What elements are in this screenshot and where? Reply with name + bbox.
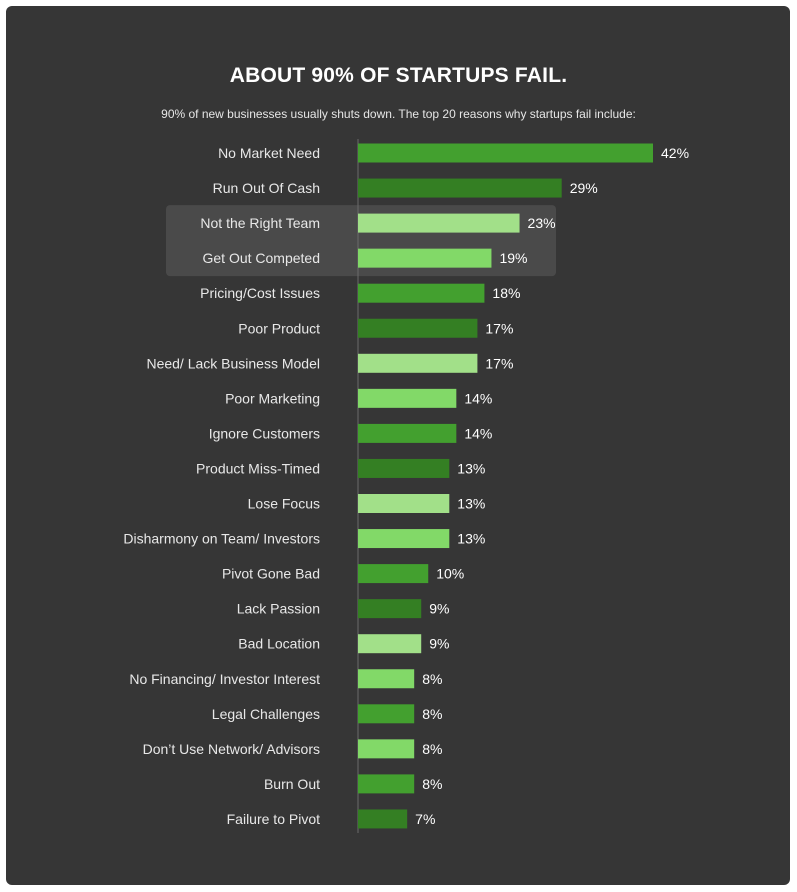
value-label: 7% xyxy=(415,811,435,827)
bar xyxy=(358,669,415,689)
value-label: 9% xyxy=(429,636,449,652)
bar xyxy=(358,143,653,163)
category-label: Product Miss-Timed xyxy=(196,460,320,476)
bar xyxy=(358,599,422,619)
value-label: 13% xyxy=(457,531,485,547)
value-label: 8% xyxy=(422,741,442,757)
bar xyxy=(358,213,520,233)
bar xyxy=(358,739,415,759)
bar xyxy=(358,318,478,338)
value-label: 14% xyxy=(464,425,492,441)
chart-subtitle: 90% of new businesses usually shuts down… xyxy=(161,107,636,121)
category-label: Legal Challenges xyxy=(212,706,320,722)
bar xyxy=(358,423,457,443)
bar xyxy=(358,529,450,549)
value-label: 17% xyxy=(485,355,513,371)
value-label: 9% xyxy=(429,601,449,617)
bar xyxy=(358,388,457,408)
category-label: Pivot Gone Bad xyxy=(222,566,320,582)
category-label: No Market Need xyxy=(218,145,320,161)
category-label: Poor Marketing xyxy=(225,390,320,406)
bar xyxy=(358,634,422,654)
value-label: 23% xyxy=(528,215,556,231)
category-label: Need/ Lack Business Model xyxy=(146,355,320,371)
value-label: 19% xyxy=(499,250,527,266)
bar xyxy=(358,774,415,794)
category-label: Get Out Competed xyxy=(202,250,320,266)
value-label: 10% xyxy=(436,566,464,582)
value-label: 13% xyxy=(457,460,485,476)
category-label: Lose Focus xyxy=(248,496,320,512)
bar xyxy=(358,704,415,724)
category-label: Burn Out xyxy=(264,776,320,792)
category-label: Disharmony on Team/ Investors xyxy=(123,531,320,547)
category-label: Lack Passion xyxy=(237,601,320,617)
category-label: Failure to Pivot xyxy=(227,811,320,827)
category-label: Poor Product xyxy=(238,320,320,336)
value-label: 42% xyxy=(661,145,689,161)
value-label: 8% xyxy=(422,776,442,792)
bar xyxy=(358,353,478,373)
value-label: 8% xyxy=(422,671,442,687)
category-label: No Financing/ Investor Interest xyxy=(129,671,320,687)
category-label: Ignore Customers xyxy=(209,425,320,441)
bar xyxy=(358,458,450,478)
category-label: Pricing/Cost Issues xyxy=(200,285,320,301)
bar xyxy=(358,809,408,829)
value-label: 18% xyxy=(492,285,520,301)
bar xyxy=(358,283,485,303)
value-label: 17% xyxy=(485,320,513,336)
value-label: 29% xyxy=(570,180,598,196)
bar xyxy=(358,248,492,268)
category-label: Don’t Use Network/ Advisors xyxy=(143,741,320,757)
category-label: Run Out Of Cash xyxy=(213,180,320,196)
bar xyxy=(358,564,429,584)
bar xyxy=(358,178,562,198)
chart-title: ABOUT 90% OF STARTUPS FAIL. xyxy=(229,64,568,87)
category-label: Not the Right Team xyxy=(200,215,320,231)
value-label: 8% xyxy=(422,706,442,722)
bar xyxy=(358,494,450,513)
category-label: Bad Location xyxy=(238,636,320,652)
value-label: 14% xyxy=(464,390,492,406)
value-label: 13% xyxy=(457,496,485,512)
